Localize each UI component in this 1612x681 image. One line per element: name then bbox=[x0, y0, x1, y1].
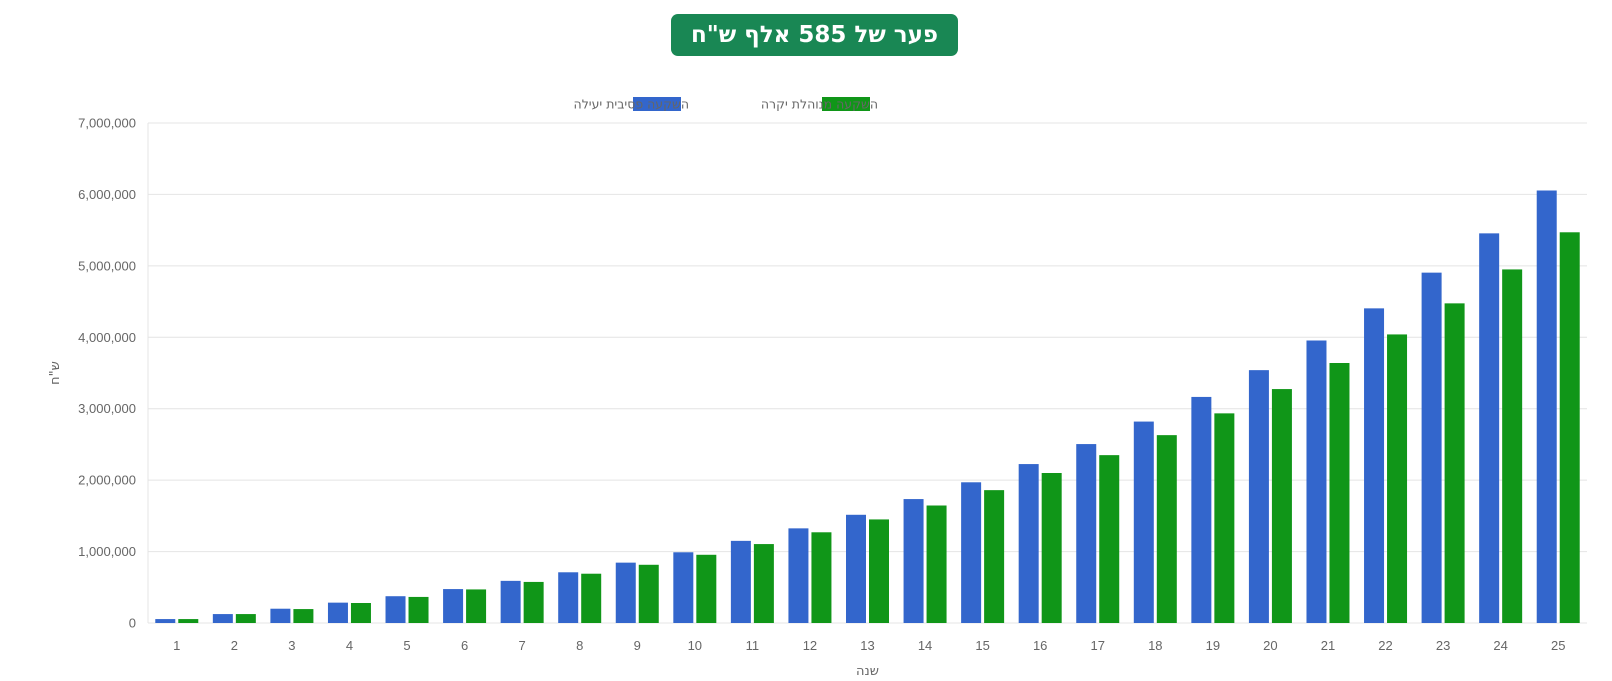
bar-series-2[interactable] bbox=[1329, 363, 1350, 623]
x-tick-label: 18 bbox=[1148, 638, 1162, 653]
bar-series-2[interactable] bbox=[869, 519, 889, 623]
x-tick-label: 25 bbox=[1551, 638, 1565, 653]
bar-series-1[interactable] bbox=[1076, 444, 1097, 623]
bar-series-1[interactable] bbox=[558, 572, 579, 623]
bar-series-2[interactable] bbox=[408, 596, 429, 623]
x-tick-label: 22 bbox=[1378, 638, 1392, 653]
legend-item-1[interactable]: השקעה פסיבית יעילה bbox=[574, 97, 689, 112]
bar-series-1[interactable] bbox=[615, 562, 636, 623]
bar-series-1[interactable] bbox=[155, 619, 176, 623]
bar-series-1[interactable] bbox=[1479, 233, 1500, 623]
x-tick-label: 21 bbox=[1321, 638, 1335, 653]
legend-label: השקעה פסיבית יעילה bbox=[574, 97, 689, 112]
bar-series-2[interactable] bbox=[926, 505, 947, 624]
bar-series-2[interactable] bbox=[1156, 435, 1177, 623]
bar-series-1[interactable] bbox=[1306, 340, 1327, 624]
x-tick-label: 10 bbox=[688, 638, 702, 653]
y-tick-label: 4,000,000 bbox=[78, 330, 136, 345]
bar-series-1[interactable] bbox=[846, 514, 866, 623]
bar-series-1[interactable] bbox=[500, 580, 521, 623]
bar-series-2[interactable] bbox=[1444, 303, 1465, 623]
bar-series-1[interactable] bbox=[1536, 190, 1557, 624]
x-tick-label: 9 bbox=[634, 638, 641, 653]
bar-series-2[interactable] bbox=[811, 532, 832, 623]
bar-series-2[interactable] bbox=[1041, 473, 1062, 623]
x-tick-label: 13 bbox=[860, 638, 874, 653]
x-tick-label: 11 bbox=[746, 638, 760, 653]
x-axis-title: שנה bbox=[856, 664, 879, 679]
bar-series-1[interactable] bbox=[1421, 272, 1442, 623]
x-tick-label: 15 bbox=[975, 638, 989, 653]
bar-series-2[interactable] bbox=[638, 564, 659, 623]
x-axis-ticks: 1 2 3 4 5 6 7 8 9 10 11 12 13 14 15 16 17 18 19 20 21 22 23 24 2… bbox=[173, 638, 1565, 653]
y-tick-label: 0 bbox=[129, 616, 136, 631]
legend-item-2[interactable]: השקעה מנוהלת יקרה bbox=[761, 97, 878, 112]
legend-label: השקעה מנוהלת יקרה bbox=[761, 97, 878, 112]
bar-series-2[interactable] bbox=[466, 589, 487, 623]
bar-series-1[interactable] bbox=[1018, 464, 1039, 623]
bar-series-2[interactable] bbox=[1502, 269, 1523, 623]
bar-series-2[interactable] bbox=[696, 554, 717, 623]
bar-series-2[interactable] bbox=[1099, 455, 1120, 623]
bar-series-1[interactable] bbox=[1133, 421, 1154, 623]
chart-title-badge: פער של 585 אלף ש"ח bbox=[671, 14, 958, 56]
x-tick-label: 6 bbox=[461, 638, 468, 653]
bar-series-2[interactable] bbox=[293, 609, 314, 623]
bar-series-2[interactable] bbox=[1214, 413, 1235, 623]
bar-series-1[interactable] bbox=[270, 608, 291, 623]
x-tick-label: 16 bbox=[1033, 638, 1047, 653]
x-tick-label: 23 bbox=[1436, 638, 1450, 653]
bar-series-2[interactable] bbox=[523, 581, 544, 623]
x-tick-label: 24 bbox=[1493, 638, 1507, 653]
bar-series-1[interactable] bbox=[385, 596, 406, 623]
legend-swatch bbox=[633, 97, 681, 111]
bar-series-2[interactable] bbox=[235, 614, 256, 623]
y-tick-label: 6,000,000 bbox=[78, 187, 136, 202]
bars bbox=[155, 190, 1580, 624]
y-tick-label: 7,000,000 bbox=[78, 116, 136, 131]
bar-series-1[interactable] bbox=[903, 499, 924, 623]
x-tick-label: 17 bbox=[1091, 638, 1105, 653]
x-tick-label: 8 bbox=[576, 638, 583, 653]
x-tick-label: 19 bbox=[1206, 638, 1220, 653]
bar-series-1[interactable] bbox=[443, 589, 464, 623]
bar-series-1[interactable] bbox=[788, 528, 809, 623]
legend-swatch bbox=[822, 97, 870, 111]
legend[interactable]: השקעה פסיבית יעילה השקעה מנוהלת יקרה bbox=[574, 97, 878, 112]
y-tick-label: 1,000,000 bbox=[78, 544, 136, 559]
bar-series-2[interactable] bbox=[1387, 334, 1408, 623]
x-tick-label: 4 bbox=[346, 638, 353, 653]
bar-series-1[interactable] bbox=[1191, 396, 1212, 623]
bar-series-2[interactable] bbox=[1271, 389, 1292, 623]
bar-series-2[interactable] bbox=[350, 603, 371, 623]
bar-series-2[interactable] bbox=[581, 573, 602, 623]
y-axis-title: ש"ח bbox=[48, 361, 63, 385]
y-tick-label: 2,000,000 bbox=[78, 473, 136, 488]
bar-series-1[interactable] bbox=[1248, 370, 1269, 623]
y-axis-ticks: 0 1,000,000 2,000,000 3,000,000 4,000,000 5,0… bbox=[78, 116, 136, 631]
bar-series-1[interactable] bbox=[673, 552, 694, 623]
x-tick-label: 20 bbox=[1263, 638, 1277, 653]
y-tick-label: 3,000,000 bbox=[78, 401, 136, 416]
x-tick-label: 1 bbox=[173, 638, 180, 653]
bar-series-1[interactable] bbox=[1364, 308, 1385, 623]
bar-series-1[interactable] bbox=[327, 602, 348, 623]
bar-series-2[interactable] bbox=[753, 544, 774, 623]
x-tick-label: 2 bbox=[231, 638, 238, 653]
bar-series-2[interactable] bbox=[984, 490, 1005, 623]
x-tick-label: 3 bbox=[288, 638, 295, 653]
x-tick-label: 7 bbox=[519, 638, 526, 653]
bar-series-2[interactable] bbox=[1559, 232, 1580, 624]
x-tick-label: 14 bbox=[918, 638, 932, 653]
y-tick-label: 5,000,000 bbox=[78, 258, 136, 273]
bar-series-1[interactable] bbox=[212, 614, 233, 623]
x-tick-label: 5 bbox=[403, 638, 410, 653]
bar-series-1[interactable] bbox=[961, 482, 982, 623]
bar-series-2[interactable] bbox=[178, 619, 199, 623]
x-tick-label: 12 bbox=[803, 638, 817, 653]
bar-series-1[interactable] bbox=[730, 540, 751, 623]
